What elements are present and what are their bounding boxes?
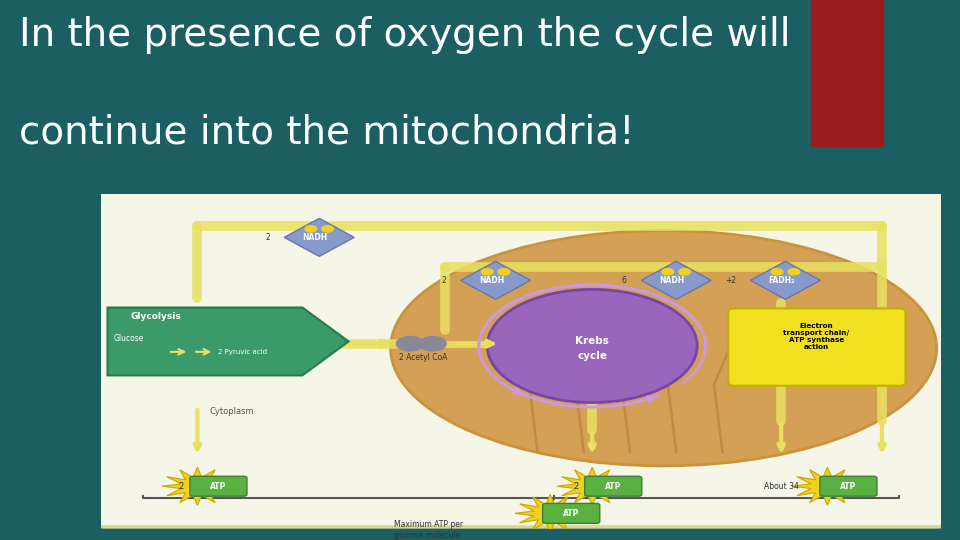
FancyBboxPatch shape	[585, 476, 641, 496]
Text: ATP: ATP	[210, 482, 227, 491]
Ellipse shape	[391, 231, 937, 466]
FancyBboxPatch shape	[190, 476, 247, 496]
Polygon shape	[515, 494, 586, 532]
Text: 6: 6	[622, 276, 627, 285]
Text: FADH₂: FADH₂	[768, 276, 795, 285]
Text: NADH: NADH	[660, 276, 684, 285]
Polygon shape	[461, 261, 531, 299]
Text: NADH: NADH	[479, 276, 504, 285]
Bar	[811, 0, 883, 146]
Text: continue into the mitochondria!: continue into the mitochondria!	[19, 113, 635, 151]
Circle shape	[396, 336, 423, 351]
Text: Electron
transport chain/
ATP synthase
action: Electron transport chain/ ATP synthase a…	[783, 323, 850, 350]
Circle shape	[487, 289, 697, 402]
Text: +2: +2	[725, 276, 736, 285]
Text: About 34: About 34	[764, 482, 800, 491]
FancyBboxPatch shape	[820, 476, 877, 496]
Text: Krebs: Krebs	[575, 336, 610, 347]
Text: 2 Acetyl CoA: 2 Acetyl CoA	[399, 353, 447, 362]
Text: NADH: NADH	[302, 233, 327, 242]
Text: Maximum ATP per
glucose molecule:
About 38: Maximum ATP per glucose molecule: About …	[394, 520, 463, 540]
Text: 2: 2	[442, 276, 446, 285]
Circle shape	[788, 268, 800, 275]
FancyBboxPatch shape	[92, 192, 949, 527]
FancyBboxPatch shape	[729, 308, 905, 386]
Text: Glycolysis: Glycolysis	[131, 312, 180, 321]
Polygon shape	[284, 218, 354, 256]
Text: 2: 2	[574, 482, 579, 491]
Text: cycle: cycle	[577, 352, 607, 361]
Text: 2: 2	[265, 233, 270, 242]
Text: Cytoplasm: Cytoplasm	[210, 407, 254, 416]
Circle shape	[662, 268, 674, 275]
Text: ATP: ATP	[605, 482, 621, 491]
Polygon shape	[557, 467, 628, 505]
Text: 2: 2	[179, 482, 184, 491]
Circle shape	[305, 226, 317, 232]
Polygon shape	[641, 261, 711, 299]
Polygon shape	[792, 467, 863, 505]
Text: ATP: ATP	[840, 482, 856, 491]
Circle shape	[420, 336, 446, 351]
Polygon shape	[108, 307, 348, 375]
Circle shape	[771, 268, 783, 275]
Text: ATP: ATP	[563, 509, 580, 518]
Polygon shape	[162, 467, 232, 505]
Circle shape	[498, 268, 510, 275]
FancyBboxPatch shape	[542, 503, 600, 523]
Circle shape	[679, 268, 690, 275]
Text: 2 Pyruvic acid: 2 Pyruvic acid	[218, 349, 268, 355]
Polygon shape	[751, 261, 821, 299]
Text: Glucose: Glucose	[113, 334, 144, 343]
Text: In the presence of oxygen the cycle will: In the presence of oxygen the cycle will	[19, 16, 791, 54]
Circle shape	[481, 268, 493, 275]
Circle shape	[322, 226, 333, 232]
